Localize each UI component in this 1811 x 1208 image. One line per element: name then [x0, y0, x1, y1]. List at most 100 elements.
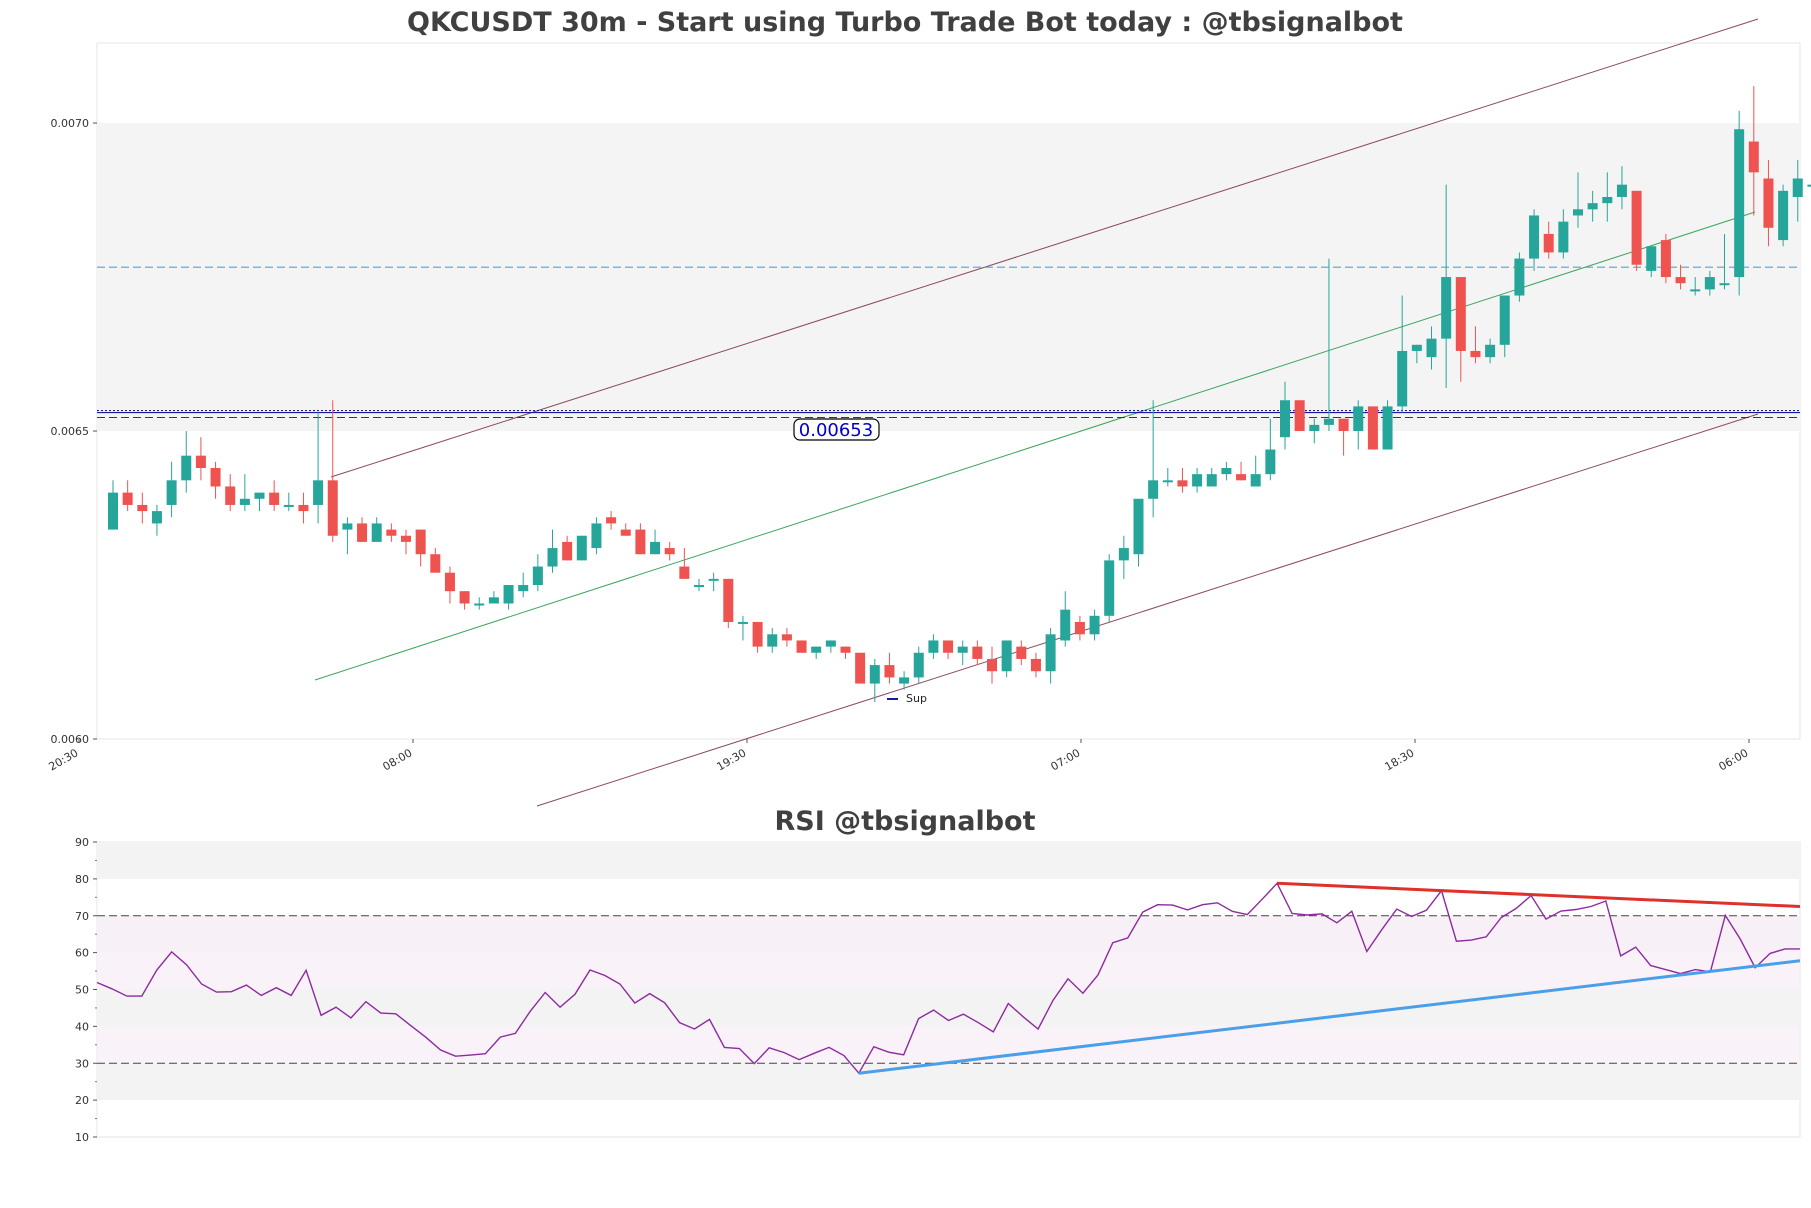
candle-body-up: [1426, 338, 1437, 358]
candle-body-up: [1206, 474, 1217, 487]
candle-body-down: [327, 480, 338, 536]
price-x-ticks: 20:30 08:00 19:30 07:00 18:30 06:00: [47, 739, 1751, 773]
candle-body-down: [444, 572, 455, 592]
candle-body-up: [503, 585, 514, 604]
candle-body-up: [313, 480, 324, 505]
candle-body-up: [708, 578, 719, 581]
candle-body-down: [679, 566, 690, 579]
candle-body-down: [269, 492, 280, 505]
candle-body-up: [825, 640, 836, 647]
candle-body-down: [1177, 480, 1188, 487]
rsi-lines: [96, 881, 1801, 1075]
candle-body-down: [1236, 474, 1247, 481]
candle-body-down: [386, 529, 397, 536]
candle-body-up: [737, 621, 748, 624]
candle-body-down: [298, 504, 309, 512]
candle-body-up: [1441, 277, 1452, 339]
candle-body-up: [1690, 289, 1701, 292]
price-x-tick-label: 07:00: [1049, 746, 1083, 773]
candle-body-up: [532, 566, 543, 586]
candle-body-up: [1382, 406, 1393, 450]
candle-body-down: [987, 658, 997, 672]
candle-body-up: [1250, 474, 1261, 487]
candle-body-down: [1660, 240, 1671, 278]
candle-body-down: [1748, 141, 1759, 173]
price-y-tick-label: 0.0060: [51, 733, 90, 746]
candle-body-up: [1734, 129, 1745, 278]
candle-body-up: [1192, 474, 1203, 487]
candle-body-down: [943, 640, 954, 653]
candle-body-down: [415, 529, 426, 555]
candle-body-up: [1704, 277, 1715, 290]
candle-body-up: [342, 523, 353, 530]
price-x-tick-label: 18:30: [1383, 746, 1417, 773]
candle-body-down: [1763, 178, 1774, 228]
rsi-shaded-band: [97, 842, 1800, 879]
candle-body-down: [972, 646, 983, 659]
channel-lower-line: [536, 413, 1759, 807]
price-labels: 0.00653 Sup: [793, 418, 927, 705]
candle-body-up: [1162, 480, 1173, 483]
candle-body-up: [1646, 246, 1657, 271]
price-x-tick-label: 08:00: [381, 746, 415, 773]
rsi-chart-title: RSI @tbsignalbot: [774, 806, 1035, 837]
rsi-hatched-band: [97, 1026, 1800, 1064]
candle-body-down: [664, 548, 675, 555]
candle-body-down: [606, 517, 617, 524]
candle-body-down: [401, 535, 411, 542]
candle-body-up: [1587, 203, 1598, 210]
candle-body-up: [1529, 215, 1540, 259]
candle-body-up: [108, 492, 118, 530]
candle-body-up: [576, 535, 587, 561]
candle-body-up: [1221, 467, 1232, 475]
candle-body-up: [151, 511, 162, 524]
price-x-tick-label: 06:00: [1717, 746, 1751, 773]
rsi-y-tick-label: 50: [75, 984, 89, 997]
candle-body-down: [1074, 621, 1085, 635]
price-x-tick-label: 20:30: [47, 746, 81, 773]
candle-body-up: [811, 646, 822, 653]
price-y-tick-label: 0.0065: [51, 425, 90, 438]
rsi-y-tick-label: 70: [75, 910, 89, 923]
candle-body-up: [1602, 196, 1613, 204]
candle-body-down: [620, 529, 631, 536]
candle-body-down: [1367, 406, 1378, 450]
candle-body-up: [1397, 350, 1408, 407]
candle-body-down: [1016, 646, 1027, 659]
candle-body-up: [1045, 634, 1056, 672]
candle-body-up: [1558, 221, 1569, 253]
candle-body-up: [1411, 344, 1422, 351]
candle-body-up: [1499, 295, 1510, 345]
candle-body-down: [1470, 350, 1481, 358]
price-y-ticks: 0.0060 0.0065 0.0070: [51, 117, 97, 746]
candle-body-up: [767, 634, 778, 647]
candle-body-down: [1455, 277, 1466, 351]
candle-body-up: [1323, 418, 1334, 425]
rsi-y-tick-label: 40: [75, 1020, 89, 1033]
candle-body-up: [371, 523, 382, 542]
candle-body-down: [1294, 400, 1305, 432]
price-y-tick-label: 0.0070: [51, 117, 90, 130]
candle-body-up: [591, 523, 602, 549]
candle-body-down: [1675, 277, 1686, 284]
rsi-y-tick-label: 60: [75, 947, 89, 960]
candles-group: [108, 86, 1811, 703]
rsi-y-tick-label: 10: [75, 1131, 89, 1144]
candle-body-down: [752, 621, 763, 647]
price-shaded-band: [97, 123, 1800, 432]
candle-body-up: [488, 597, 499, 604]
rsi-y-tick-label: 30: [75, 1057, 89, 1070]
candle-body-up: [1148, 480, 1159, 499]
candle-body-down: [635, 529, 646, 555]
candle-body-down: [430, 554, 441, 573]
candle-body-up: [694, 585, 704, 588]
candle-body-down: [225, 486, 236, 505]
candle-body-up: [1485, 344, 1496, 358]
candle-body-down: [137, 504, 148, 512]
candle-body-up: [1514, 258, 1525, 296]
candle-body-up: [899, 677, 910, 684]
channel-upper-line: [330, 18, 1759, 478]
rsi-support-trendline: [858, 959, 1801, 1075]
rsi-line: [96, 882, 1800, 1075]
support-price-label-box: [793, 418, 880, 441]
